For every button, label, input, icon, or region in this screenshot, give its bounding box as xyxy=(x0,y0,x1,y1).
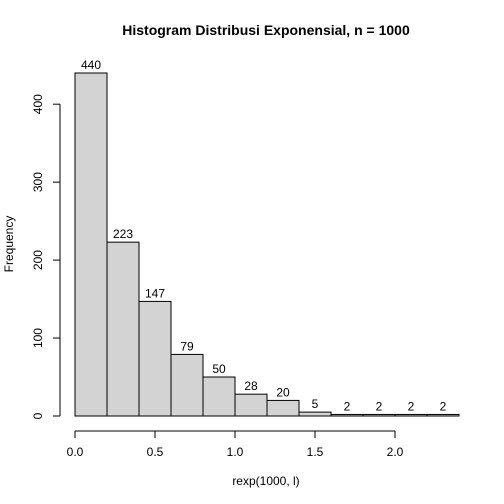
histogram-bar xyxy=(170,353,204,417)
histogram-bar xyxy=(426,413,460,417)
bar-count-label: 28 xyxy=(244,379,258,393)
histogram-bar xyxy=(234,393,268,417)
x-tick-label: 1.0 xyxy=(227,445,244,459)
bar-count-label: 79 xyxy=(180,339,194,353)
y-axis: 0 100 200 300 400 xyxy=(31,94,61,419)
y-axis-label: Frequency xyxy=(2,216,16,273)
bars-group xyxy=(74,72,460,417)
histogram-bar xyxy=(330,413,364,417)
histogram-bar xyxy=(138,300,172,417)
bar-count-label: 440 xyxy=(81,58,101,72)
x-tick-label: 0.5 xyxy=(147,445,164,459)
histogram-bar xyxy=(202,376,236,417)
histogram-bar xyxy=(362,413,396,417)
bar-count-label: 20 xyxy=(276,385,290,399)
bar-count-label: 2 xyxy=(440,399,447,413)
x-axis: 0.0 0.5 1.0 1.5 2.0 xyxy=(67,430,404,459)
histogram-bar xyxy=(298,411,332,417)
x-tick-label: 1.5 xyxy=(307,445,324,459)
x-tick-label: 0.0 xyxy=(67,445,84,459)
x-tick-label: 2.0 xyxy=(387,445,404,459)
y-tick-label: 300 xyxy=(31,172,45,192)
bar-count-label: 147 xyxy=(145,286,165,300)
x-axis-label: rexp(1000, l) xyxy=(232,474,299,488)
bar-count-label: 5 xyxy=(312,397,319,411)
bar-count-label: 223 xyxy=(113,227,133,241)
histogram-bar xyxy=(394,413,428,417)
histogram-bar xyxy=(74,72,108,417)
bar-count-label: 50 xyxy=(212,362,226,376)
bar-count-label: 2 xyxy=(408,399,415,413)
chart-title: Histogram Distribusi Exponensial, n = 10… xyxy=(122,22,410,38)
bar-count-label: 2 xyxy=(376,399,383,413)
y-tick-label: 0 xyxy=(31,412,45,419)
y-tick-label: 400 xyxy=(31,94,45,114)
histogram-bar xyxy=(106,241,140,417)
histogram-bar xyxy=(266,399,300,417)
y-tick-label: 200 xyxy=(31,250,45,270)
data-labels-group: 440 223 147 79 50 28 20 5 2 2 2 2 xyxy=(81,58,447,413)
y-tick-label: 100 xyxy=(31,328,45,348)
bar-count-label: 2 xyxy=(344,399,351,413)
